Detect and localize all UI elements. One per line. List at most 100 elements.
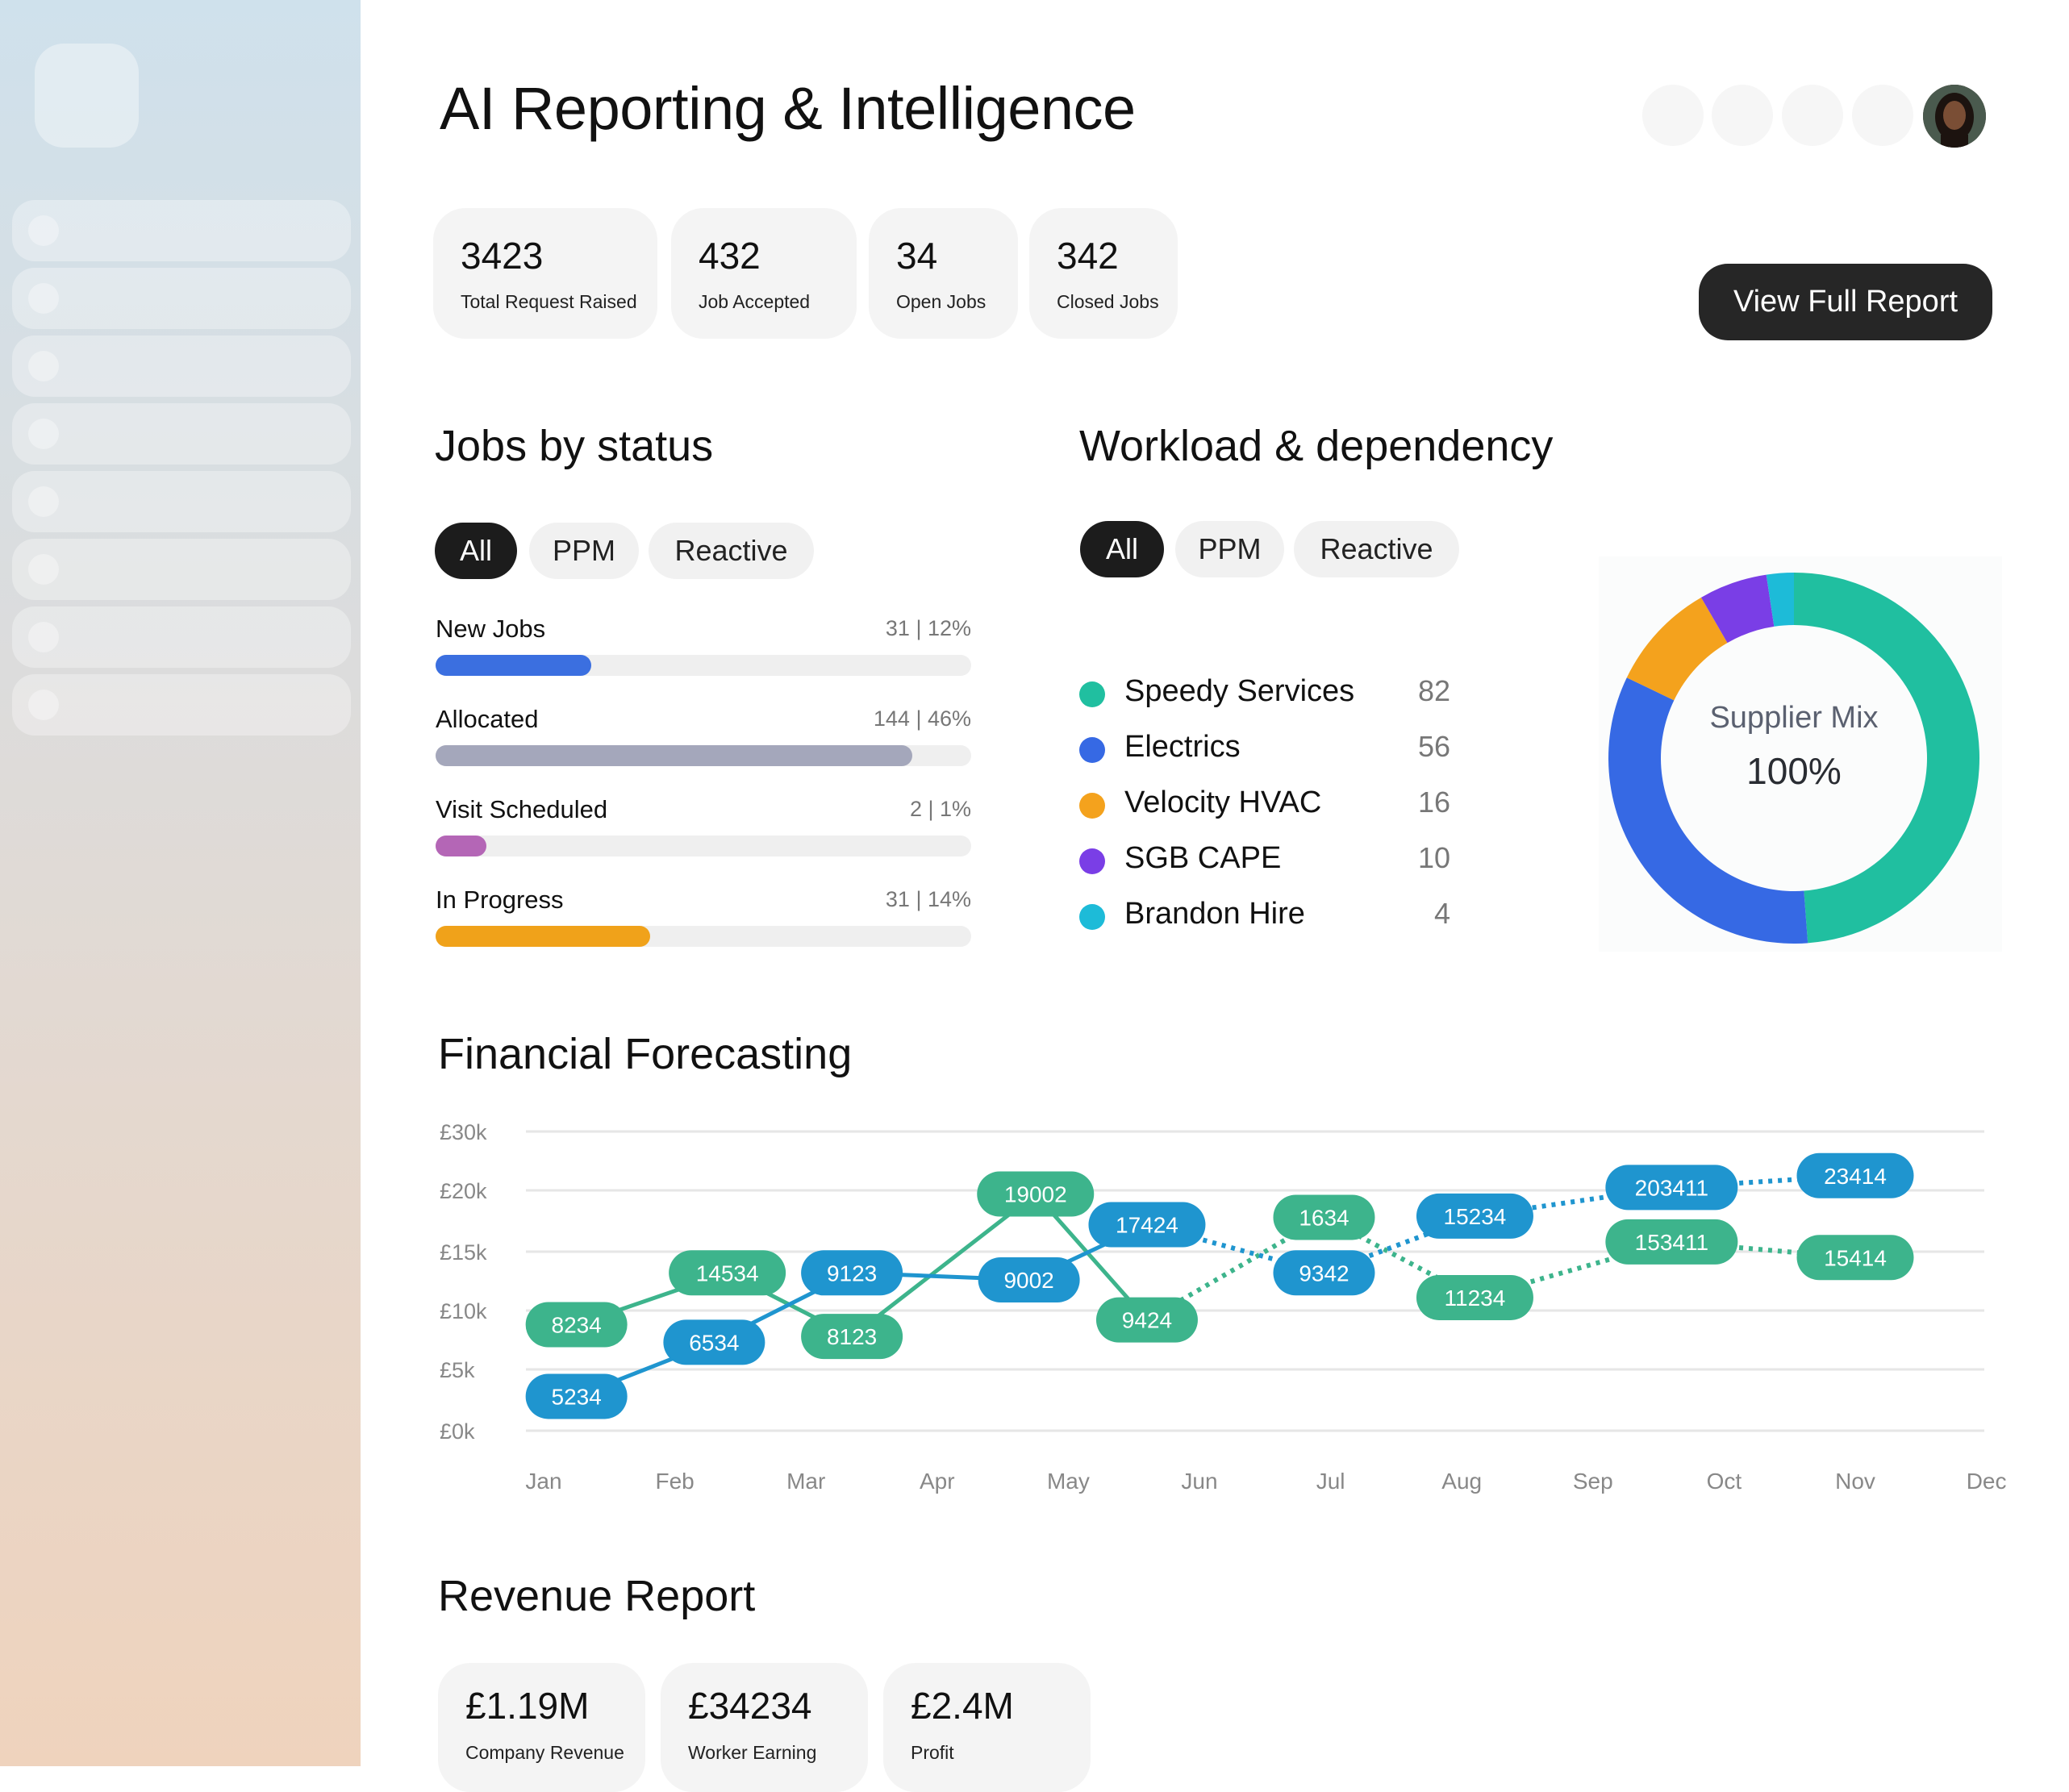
status-progress-fill [436,926,650,947]
stat-value: 3423 [461,235,544,277]
y-tick-label: £15k [440,1240,487,1265]
header-action-icon[interactable] [1782,85,1843,146]
revenue-label: Profit [911,1742,954,1763]
legend-value: 56 [1417,730,1450,763]
data-point-label: 8234 [552,1313,602,1338]
stat-label: Closed Jobs [1057,291,1159,312]
status-row-value: 2 | 1% [909,797,971,821]
x-tick-label: Jan [525,1469,561,1494]
workload-title: Workload & dependency [1079,422,1554,470]
data-point-badge [1095,1297,1198,1343]
sidebar-item[interactable] [12,471,351,532]
data-point-badge [669,1250,786,1296]
sidebar-item[interactable] [12,606,351,668]
workload-filter-ppm[interactable]: PPM [1175,521,1284,577]
status-progress-fill [436,836,487,856]
sidebar-item[interactable] [12,335,351,397]
status-progress-track [436,655,971,676]
stat-label: Open Jobs [896,291,987,312]
jobs-filter-reactive[interactable]: Reactive [649,523,814,579]
stat-value: 432 [699,235,761,277]
sidebar-item[interactable] [12,268,351,329]
sidebar-item-icon [28,351,59,381]
donut-value: 100% [1746,750,1842,792]
jobs-filter-all[interactable]: All [435,523,517,579]
data-point-label: 203411 [1635,1175,1708,1200]
sidebar-item[interactable] [12,200,351,261]
revenue-label: Worker Earning [688,1742,817,1763]
x-tick-label: Sep [1573,1469,1613,1494]
status-row-value: 31 | 14% [885,887,971,911]
data-point-label: 5234 [552,1384,602,1409]
header-action-icon[interactable] [1852,85,1913,146]
data-point-label: 19002 [1004,1182,1067,1207]
revenue-card-company-revenue: £1.19M Company Revenue [438,1663,645,1792]
status-progress-track [436,836,971,856]
sidebar-item[interactable] [12,403,351,465]
jobs-by-status-title: Jobs by status [435,422,714,470]
status-progress-track [436,745,971,766]
data-point-badge [663,1319,765,1365]
workload-filter-all[interactable]: All [1080,521,1164,577]
donut-segment [1794,573,1980,944]
data-point-badge [1273,1194,1375,1240]
sidebar-item[interactable] [12,539,351,600]
sidebar-item[interactable] [12,674,351,736]
y-tick-label: £10k [440,1299,487,1323]
donut-segment [1701,574,1775,644]
view-full-report-button[interactable]: View Full Report [1699,264,1992,340]
data-point-badge [1273,1250,1375,1296]
sidebar-item-icon [28,690,59,720]
x-tick-label: Feb [655,1469,694,1494]
page-title: AI Reporting & Intelligence [440,75,1136,142]
y-tick-label: £30k [440,1120,487,1144]
data-point-badge [1088,1202,1206,1248]
y-tick-label: £20k [440,1179,487,1203]
data-point-label: 14534 [696,1261,759,1286]
avatar[interactable] [1923,85,1986,148]
supplier-legend-item: Velocity HVAC 16 [1079,786,1450,826]
stat-card-total-requests: 3423 Total Request Raised [433,208,657,339]
x-tick-label: Dec [1967,1469,2007,1494]
legend-color-dot [1079,904,1105,930]
legend-label: SGB CAPE [1124,841,1282,875]
supplier-legend-item: Speedy Services 82 [1079,674,1450,715]
legend-label: Electrics [1124,730,1241,764]
status-progress-fill [436,745,912,766]
data-point-label: 9002 [1003,1268,1053,1293]
data-point-label: 8123 [827,1324,877,1349]
header-action-icon[interactable] [1642,85,1704,146]
revenue-report-title: Revenue Report [438,1572,756,1620]
data-point-badge [1796,1235,1914,1281]
data-point-label: 9123 [827,1261,877,1286]
donut-segment [1608,677,1808,944]
header-action-icon[interactable] [1712,85,1773,146]
series-segment [1323,1214,1476,1276]
legend-label: Speedy Services [1124,674,1355,708]
legend-label: Velocity HVAC [1124,786,1322,819]
sidebar-item-icon [28,486,59,517]
data-point-label: 15414 [1824,1245,1887,1270]
jobs-filter-ppm[interactable]: PPM [529,523,639,579]
x-tick-label: Nov [1835,1469,1875,1494]
data-point-badge [1796,1152,1914,1198]
data-point-label: 15234 [1444,1204,1507,1229]
status-row-label: In Progress [436,886,564,914]
data-point-label: 17424 [1116,1213,1178,1238]
avatar-image [1923,85,1986,148]
status-row-label: New Jobs [436,615,546,643]
data-point-label: 23414 [1824,1164,1887,1189]
data-point-badge [801,1250,903,1296]
legend-label: Brandon Hire [1124,897,1305,931]
x-tick-label: Jul [1316,1469,1345,1494]
legend-color-dot [1079,793,1105,819]
supplier-legend-item: SGB CAPE 10 [1079,841,1450,881]
sidebar-logo [35,44,139,148]
financial-forecasting-title: Financial Forecasting [438,1030,853,1078]
donut-chart: Supplier Mix 100% [1608,573,1980,944]
data-point-badge [525,1373,628,1419]
series-segment [850,1192,1037,1339]
stat-value: 34 [896,235,938,277]
workload-filter-reactive[interactable]: Reactive [1294,521,1459,577]
